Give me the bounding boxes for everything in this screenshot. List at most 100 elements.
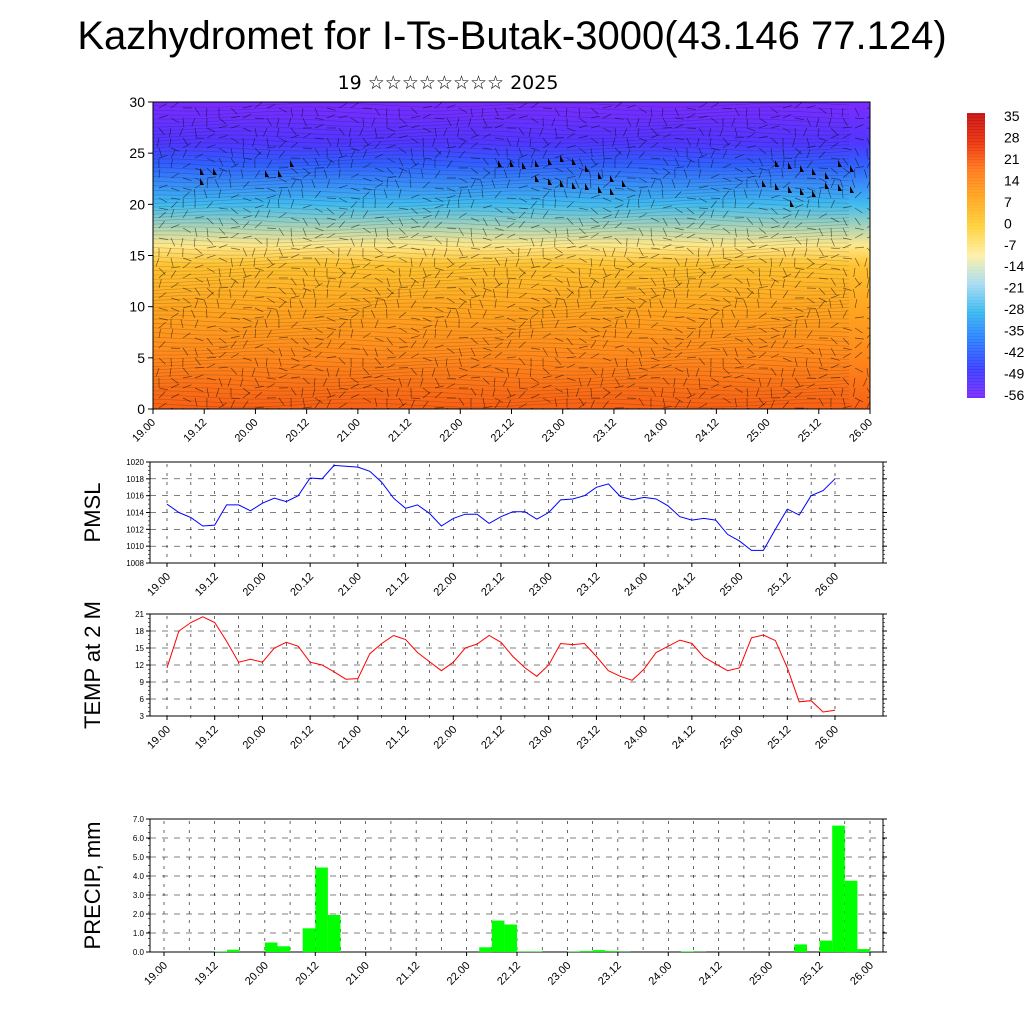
wind-barb (170, 257, 174, 267)
wind-barb (254, 170, 261, 179)
wind-barb (374, 153, 384, 159)
wind-barb (170, 312, 179, 319)
wind-barb (626, 307, 637, 310)
wind-barb (242, 181, 250, 189)
wind-barb (758, 189, 762, 199)
wind-barb (470, 295, 480, 299)
wind-barb (287, 189, 292, 199)
wind-barb (182, 347, 189, 356)
wind-barb (710, 147, 720, 151)
wind-barb (446, 377, 456, 380)
wind-barb (170, 297, 180, 301)
wind-barb (553, 189, 556, 199)
wind-barb (710, 265, 720, 269)
wind-barb (218, 327, 228, 333)
wind-barb (734, 357, 742, 365)
contour-line (153, 206, 850, 212)
wind-barb (422, 267, 427, 277)
wind-barb (530, 318, 532, 329)
wind-barb (386, 325, 396, 329)
wind-barb (398, 286, 408, 289)
wind-barb (446, 330, 452, 339)
wind-barb (302, 172, 311, 179)
wind-barb (446, 209, 451, 219)
wind-barb (590, 334, 600, 339)
wind-barb (266, 347, 275, 354)
wind-barb (614, 315, 624, 319)
wind-barb (434, 280, 441, 289)
wind-barb (458, 367, 468, 372)
contour-line (153, 166, 850, 172)
wind-barb (470, 179, 476, 189)
contour-line (153, 398, 850, 404)
wind-barb (254, 187, 265, 190)
wind-barb (434, 319, 439, 329)
wind-barb (602, 267, 607, 277)
wind-barb (182, 287, 192, 292)
wind-barb (493, 289, 496, 299)
wind-barb (494, 299, 497, 309)
wind-barb (662, 244, 672, 249)
wind-barb (830, 387, 836, 396)
wind-barb (470, 167, 479, 175)
wind-barb (647, 189, 652, 199)
wind-barb (302, 287, 312, 292)
wind-barb (242, 147, 245, 158)
wind-barb (386, 245, 396, 249)
wind-barb (602, 157, 613, 160)
wind-barb (242, 159, 246, 169)
wind-barb (362, 297, 371, 304)
wind-barb (506, 197, 517, 200)
wind-barb (518, 197, 528, 203)
wind-barb (638, 297, 648, 303)
colorbar-label: -56 (1004, 387, 1024, 403)
y-tick-label: 15 (135, 644, 144, 653)
wind-barb (158, 329, 161, 339)
series-line (166, 616, 836, 713)
wind-barb (662, 364, 672, 369)
wind-barb (794, 102, 803, 109)
wind-flag (265, 170, 269, 177)
contour-line (153, 342, 850, 348)
wind-barb (456, 237, 460, 247)
contour-line (153, 326, 850, 332)
wind-barb (758, 327, 767, 333)
wind-barb (194, 227, 198, 237)
precip-bar (680, 951, 694, 952)
wind-barb (683, 169, 688, 179)
wind-barb (470, 142, 479, 149)
wind-barb (158, 321, 167, 329)
wind-barb (218, 397, 224, 406)
wind-barb (863, 169, 868, 179)
wind-barb (636, 237, 640, 247)
wind-barb (542, 191, 550, 199)
wind-barb (422, 105, 432, 109)
wind-barb (266, 209, 271, 219)
x-tick-label: 20.00 (241, 724, 269, 752)
wind-barb (506, 157, 515, 164)
wind-barb (648, 117, 652, 127)
wind-barb (602, 147, 605, 158)
wind-barb (434, 267, 444, 271)
wind-barb (743, 299, 748, 309)
wind-barb (830, 347, 836, 357)
contour-line (153, 266, 850, 272)
wind-barb (254, 127, 258, 137)
wind-barb (674, 147, 680, 157)
wind-barb (530, 117, 539, 124)
x-tick-label: 23.12 (591, 417, 619, 445)
wind-barb (230, 207, 239, 215)
wind-barb (650, 277, 657, 286)
wind-barb (470, 157, 481, 159)
wind-barb (503, 169, 508, 179)
wind-barb (614, 151, 622, 159)
wind-flag (522, 162, 526, 169)
contour-lines (153, 102, 850, 408)
wind-barb (662, 171, 671, 179)
wind-barb (445, 357, 448, 368)
wind-barb (614, 385, 624, 389)
wind-barb (638, 301, 646, 309)
wind-barb (551, 309, 556, 319)
wind-barb (842, 244, 852, 249)
wind-barb (191, 309, 196, 319)
